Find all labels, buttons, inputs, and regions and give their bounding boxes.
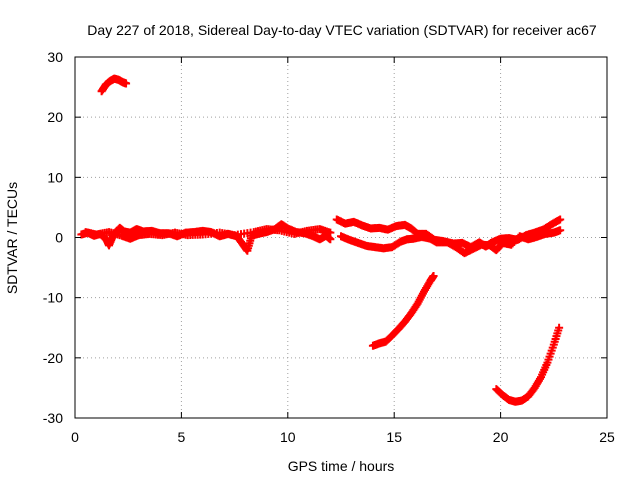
series-arc-5: [337, 226, 565, 258]
data-point: [556, 215, 565, 224]
chart-title: Day 227 of 2018, Sidereal Day-to-day VTE…: [87, 22, 597, 38]
series-arc-7: [492, 323, 564, 406]
y-axis-label: SDTVAR / TECUs: [4, 182, 20, 294]
series-arc-1: [97, 74, 131, 96]
y-tick-label: -10: [43, 290, 63, 306]
x-tick-label: 20: [493, 429, 509, 445]
data-point: [555, 323, 564, 332]
data-point: [122, 79, 131, 88]
x-tick-label: 10: [280, 429, 296, 445]
x-axis-label: GPS time / hours: [288, 458, 395, 474]
data-point: [429, 272, 438, 281]
y-tick-label: 30: [47, 49, 63, 65]
y-tick-label: 0: [55, 230, 63, 246]
y-tick-label: -30: [43, 410, 63, 426]
series-arc-3: [81, 225, 335, 243]
data-point: [556, 226, 565, 235]
y-tick-label: 20: [47, 109, 63, 125]
x-tick-label: 5: [178, 429, 186, 445]
x-tick-label: 15: [386, 429, 402, 445]
x-tick-label: 0: [71, 429, 79, 445]
data-point: [326, 228, 335, 237]
data-series: [77, 74, 565, 406]
y-tick-label: -20: [43, 350, 63, 366]
series-arc-6: [368, 272, 438, 350]
axis-ticks: 0 5 10 15 20 25 -30 -20 -10 0 10 20 30: [43, 49, 615, 445]
x-tick-label: 25: [599, 429, 615, 445]
y-tick-label: 10: [47, 169, 63, 185]
